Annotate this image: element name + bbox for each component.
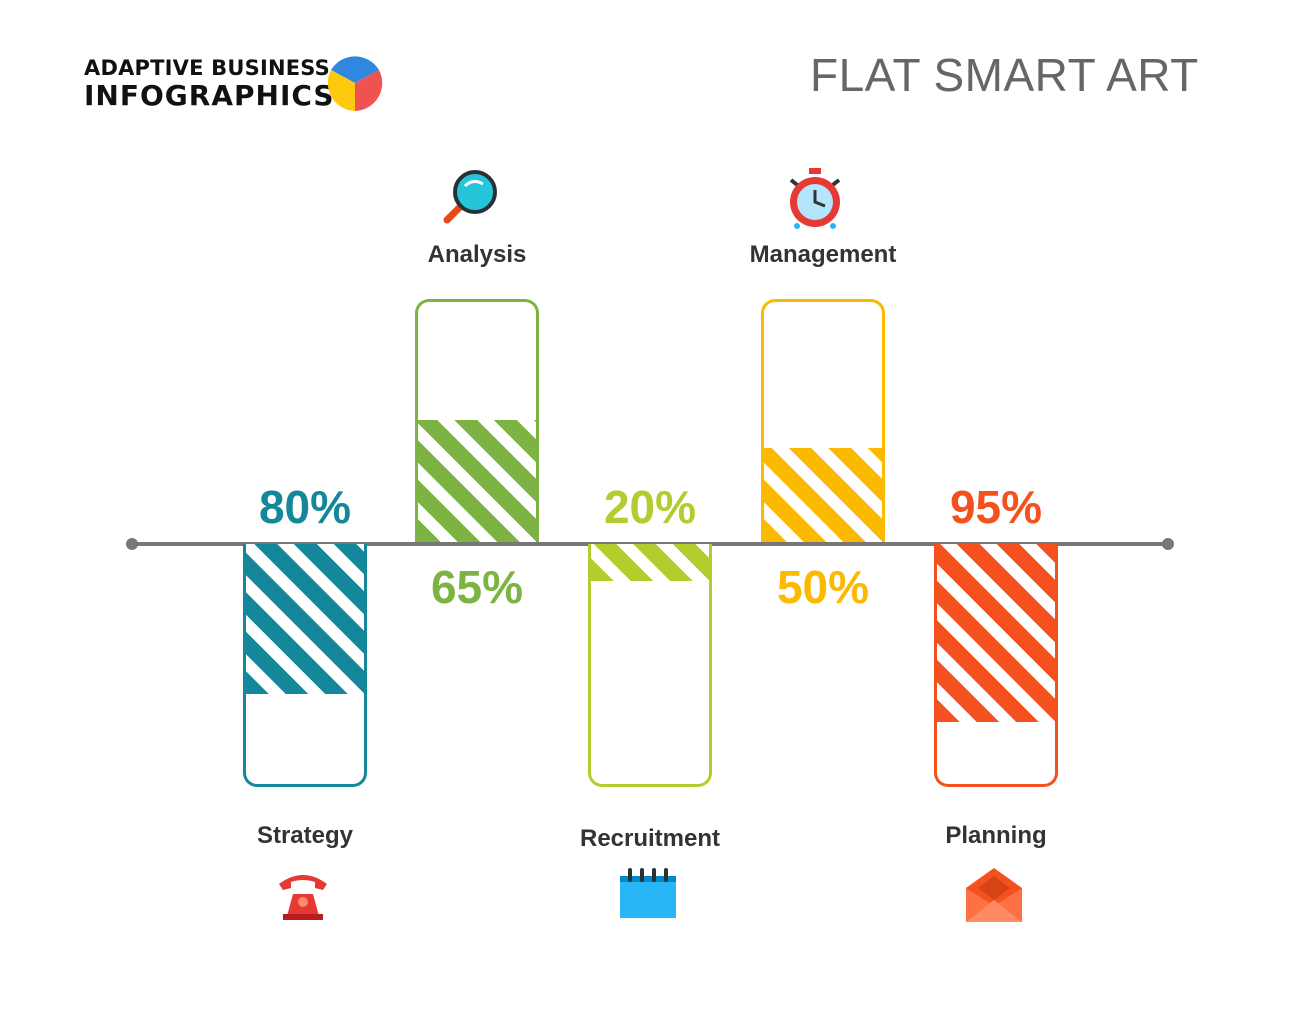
brand-logo: ADAPTIVE BUSINESS INFOGRAPHICS	[84, 56, 335, 112]
data-label-strategy: 80%	[258, 481, 352, 533]
page-title: FLAT SMART ART	[810, 49, 1199, 101]
bar-fill-strategy	[246, 544, 364, 694]
data-label-planning: 95%	[949, 481, 1043, 533]
notepad-icon	[620, 868, 676, 918]
bar-fill-analysis	[418, 420, 536, 542]
data-label-recruitment: 20%	[603, 481, 697, 533]
pie-logo-icon	[327, 56, 383, 111]
category-label-analysis: Analysis	[427, 241, 527, 268]
data-label-analysis: 65%	[430, 561, 524, 613]
telephone-icon	[279, 875, 327, 920]
category-label-planning: Planning	[945, 822, 1047, 849]
axis-start-dot	[126, 538, 138, 550]
brand-line2: INFOGRAPHICS	[84, 79, 335, 112]
bar-fill-planning	[937, 544, 1055, 722]
alarm-clock-icon	[789, 168, 841, 229]
bar-analysis	[415, 299, 539, 542]
axis-end-dot	[1162, 538, 1174, 550]
category-label-strategy: Strategy	[256, 822, 354, 849]
bar-fill-recruitment	[591, 544, 709, 582]
category-label-management: Management	[749, 241, 897, 268]
bar-management	[761, 299, 885, 542]
magnifier-icon	[443, 170, 497, 224]
category-label-recruitment: Recruitment	[579, 825, 721, 852]
data-label-management: 50%	[776, 561, 870, 613]
bar-fill-management	[764, 448, 882, 542]
bar-strategy	[243, 544, 367, 787]
bar-recruitment	[588, 544, 712, 787]
envelope-icon	[966, 868, 1022, 922]
brand-line1: ADAPTIVE BUSINESS	[84, 56, 330, 80]
bar-planning	[934, 544, 1058, 787]
